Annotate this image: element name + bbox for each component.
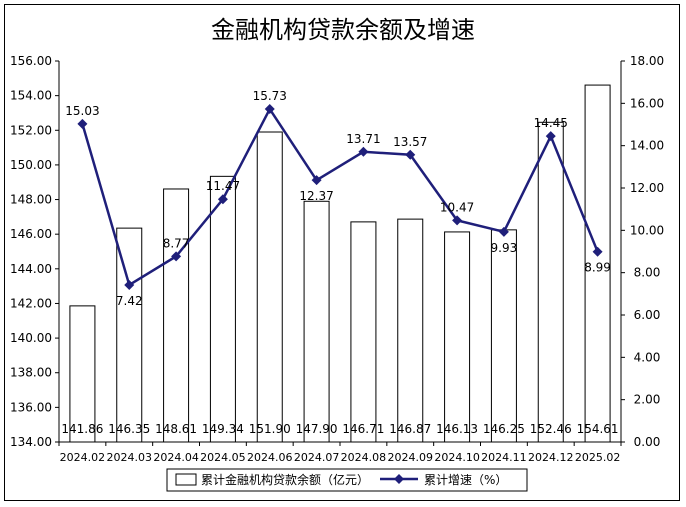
y-right-tick-label: 16.00 <box>630 96 664 110</box>
y-right-tick-label: 4.00 <box>634 350 661 364</box>
line-value-label: 12.37 <box>299 189 333 203</box>
bar <box>350 221 377 443</box>
bar <box>163 188 190 443</box>
line-point <box>498 226 509 237</box>
bar-value-label: 149.34 <box>202 422 244 436</box>
line-series <box>77 104 603 290</box>
line-point <box>592 246 603 257</box>
y-left-tick-label: 144.00 <box>10 262 52 276</box>
x-tick-label: 2024.05 <box>200 451 246 464</box>
x-tick-label: 2025.02 <box>575 451 621 464</box>
bar <box>209 175 236 443</box>
y-right-tick-label: 14.00 <box>630 139 664 153</box>
line-value-label: 15.73 <box>253 89 287 103</box>
x-tick-label: 2024.02 <box>60 451 106 464</box>
y-left-tick-label: 140.00 <box>10 331 52 345</box>
bar <box>303 200 330 443</box>
legend-line-marker <box>394 474 404 484</box>
line-point <box>77 118 88 129</box>
bar-value-label: 148.61 <box>155 422 197 436</box>
bar-value-label: 146.35 <box>108 422 150 436</box>
x-tick-label: 2024.10 <box>434 451 480 464</box>
bar <box>444 231 471 443</box>
legend-line-label: 累计增速（%） <box>424 473 507 487</box>
y-left-tick-label: 148.00 <box>10 193 52 207</box>
line-value-label: 11.47 <box>206 179 240 193</box>
x-tick-label: 2024.11 <box>481 451 527 464</box>
x-tick-label: 2024.03 <box>107 451 153 464</box>
legend-bar-swatch <box>175 473 197 486</box>
line-point <box>217 194 228 205</box>
line-value-label: 7.42 <box>116 294 143 308</box>
line-point <box>264 104 275 115</box>
bar <box>537 121 564 443</box>
axes: 134.00 136.00 138.00 140.00 142.00 144.00 146.… <box>10 54 664 464</box>
y-left-tick-label: 136.00 <box>10 400 52 414</box>
line-point <box>171 251 182 262</box>
line-value-label: 8.77 <box>163 236 190 250</box>
bar-value-label: 146.13 <box>436 422 478 436</box>
x-tick-label: 2024.08 <box>341 451 387 464</box>
bar-value-label: 151.90 <box>249 422 291 436</box>
bar-value-label: 141.86 <box>61 422 103 436</box>
line-point <box>311 175 322 186</box>
y-right-tick-label: 10.00 <box>630 223 664 237</box>
bar <box>116 227 143 443</box>
y-right-tick-label: 12.00 <box>630 181 664 195</box>
line-point <box>124 279 135 290</box>
y-left-tick-label: 146.00 <box>10 227 52 241</box>
y-right-tick-label: 0.00 <box>634 435 661 449</box>
bar <box>256 131 283 443</box>
y-left-tick-label: 156.00 <box>10 54 52 68</box>
bar-series <box>69 84 611 443</box>
growth-line <box>81 106 599 287</box>
legend-bar-label: 累计金融机构贷款余额（亿元） <box>201 472 369 487</box>
line-point <box>358 146 369 157</box>
line-value-label: 9.93 <box>491 241 518 255</box>
line-value-label: 13.71 <box>346 132 380 146</box>
line-value-label: 10.47 <box>440 200 474 214</box>
chart-title: 金融机构贷款余额及增速 <box>211 16 475 44</box>
x-tick-label: 2024.04 <box>153 451 199 464</box>
y-left-tick-label: 154.00 <box>10 89 52 103</box>
y-left-tick-label: 138.00 <box>10 366 52 380</box>
y-right-tick-label: 2.00 <box>634 393 661 407</box>
y-left-tick-label: 134.00 <box>10 435 52 449</box>
y-right-tick-label: 6.00 <box>634 308 661 322</box>
bar-value-label: 152.46 <box>530 422 572 436</box>
bar-value-label: 146.87 <box>389 422 431 436</box>
y-left-tick-label: 142.00 <box>10 296 52 310</box>
bar <box>397 218 424 443</box>
line-value-label: 13.57 <box>393 135 427 149</box>
x-tick-label: 2024.07 <box>294 451 340 464</box>
x-tick-label: 2024.09 <box>388 451 434 464</box>
line-point <box>405 149 416 160</box>
legend-box <box>166 468 528 492</box>
bar-value-label: 147.90 <box>296 422 338 436</box>
line-value-label: 8.99 <box>584 261 611 275</box>
x-tick-label: 2024.06 <box>247 451 293 464</box>
bar-value-label: 154.61 <box>577 422 619 436</box>
line-value-label: 14.45 <box>534 116 568 130</box>
line-point <box>545 131 556 142</box>
bar-value-label: 146.25 <box>483 422 525 436</box>
bar-value-label: 146.71 <box>342 422 384 436</box>
bar <box>584 84 611 443</box>
y-right-tick-label: 18.00 <box>630 54 664 68</box>
line-value-label: 15.03 <box>65 104 99 118</box>
legend: 累计金融机构贷款余额（亿元） 累计增速（%） <box>166 468 528 492</box>
line-point <box>452 215 463 226</box>
x-tick-label: 2024.12 <box>528 451 574 464</box>
data-labels: 141.86 146.35 148.61 149.34 151.90 147.90 146.… <box>61 89 618 436</box>
y-left-tick-label: 152.00 <box>10 123 52 137</box>
y-right-tick-label: 8.00 <box>634 266 661 280</box>
y-left-tick-label: 150.00 <box>10 158 52 172</box>
bar <box>69 305 96 443</box>
bar <box>490 229 517 443</box>
